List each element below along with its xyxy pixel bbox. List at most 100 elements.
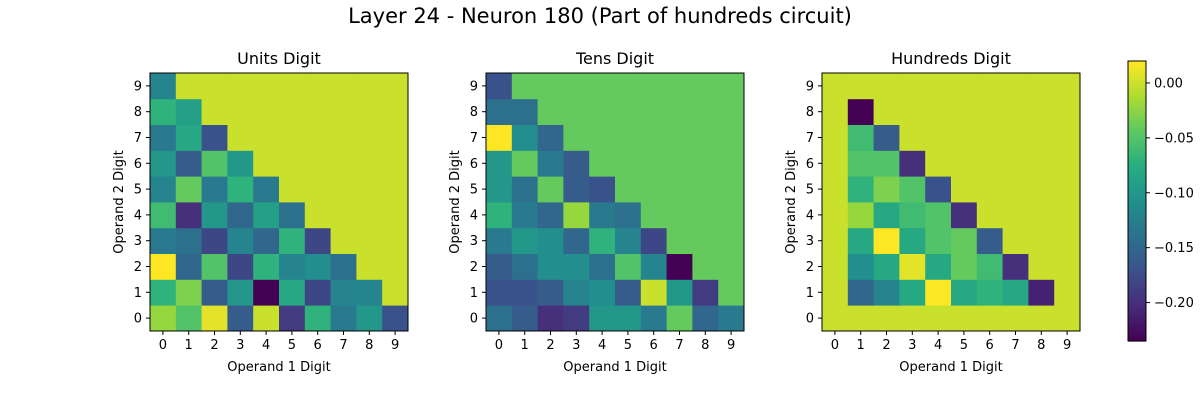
heatmap-cell: [666, 124, 693, 151]
heatmap-cell: [330, 98, 357, 125]
heatmap-cell: [330, 305, 357, 332]
heatmap-cell: [382, 202, 409, 229]
heatmap-cell: [150, 98, 177, 125]
y-tick-label: 3: [470, 234, 478, 249]
colorbar-segment: [1128, 321, 1146, 324]
heatmap-cell: [279, 279, 306, 306]
y-tick-label: 9: [470, 79, 478, 94]
colorbar-segment: [1128, 167, 1146, 170]
colorbar-segment: [1128, 65, 1146, 68]
heatmap-cell: [822, 279, 849, 306]
heatmap-cell: [382, 279, 409, 306]
colorbar-segment: [1128, 127, 1146, 130]
colorbar-segment: [1128, 315, 1146, 318]
heatmap-cell: [356, 202, 383, 229]
colorbar-segment: [1128, 179, 1146, 182]
colorbar-segment: [1128, 335, 1146, 338]
x-tick-label: 0: [159, 338, 167, 353]
colorbar-segment: [1128, 83, 1146, 86]
heatmap-cell: [304, 202, 331, 229]
heatmap-cell: [589, 124, 616, 151]
heatmap-cell: [304, 176, 331, 203]
heatmap-cell: [718, 176, 745, 203]
heatmap-cell: [279, 227, 306, 254]
colorbar-segment: [1128, 87, 1146, 90]
colorbar-segment: [1128, 153, 1146, 156]
y-tick-label: 7: [470, 131, 478, 146]
colorbar-segment: [1128, 99, 1146, 102]
heatmap-cell: [976, 202, 1003, 229]
heatmap-cell: [486, 176, 513, 203]
heatmap-cell: [486, 305, 513, 332]
colorbar-segment: [1128, 161, 1146, 164]
colorbar-segment: [1128, 203, 1146, 206]
heatmap-cell: [279, 305, 306, 332]
colorbar-segment: [1128, 251, 1146, 254]
heatmap-cell: [511, 98, 538, 125]
colorbar-segment: [1128, 193, 1146, 196]
colorbar-segment: [1128, 339, 1146, 342]
colorbar-segment: [1128, 93, 1146, 96]
colorbar-segment: [1128, 285, 1146, 288]
heatmap-cell: [666, 253, 693, 280]
heatmap-cell: [1028, 176, 1055, 203]
colorbar-segment: [1128, 289, 1146, 292]
heatmap-cell: [563, 124, 590, 151]
heatmap-cell: [382, 150, 409, 177]
heatmap-cell: [227, 227, 254, 254]
heatmap-cell: [589, 98, 616, 125]
colorbar-segment: [1128, 249, 1146, 252]
colorbar-segment: [1128, 125, 1146, 128]
heatmap-cell: [976, 176, 1003, 203]
colorbar-segment: [1128, 175, 1146, 178]
heatmap-cell: [1028, 73, 1055, 100]
y-tick-label: 8: [470, 105, 478, 120]
colorbar-segment: [1128, 307, 1146, 310]
colorbar-segment: [1128, 319, 1146, 322]
heatmap-cell: [201, 150, 228, 177]
axes-frame: [149, 72, 409, 332]
colorbar-segment: [1128, 329, 1146, 332]
heatmap-cell: [615, 73, 642, 100]
x-tick-label: 7: [1011, 338, 1019, 353]
heatmap-cell: [925, 124, 952, 151]
heatmap-cell: [1002, 253, 1029, 280]
heatmap-cell: [175, 150, 202, 177]
colorbar-segment: [1128, 327, 1146, 330]
heatmap-cell: [666, 279, 693, 306]
heatmap-cell: [822, 73, 849, 100]
heatmap-cell: [486, 98, 513, 125]
heatmap-cell: [976, 150, 1003, 177]
heatmap-cell: [511, 124, 538, 151]
colorbar-segment: [1128, 287, 1146, 290]
colorbar-segment: [1128, 111, 1146, 114]
heatmap-cell: [1028, 227, 1055, 254]
x-tick-label: 8: [701, 338, 709, 353]
colorbar-segment: [1128, 325, 1146, 328]
colorbar-segment: [1128, 291, 1146, 294]
heatmap-cell: [873, 124, 900, 151]
heatmap-cell: [589, 253, 616, 280]
heatmap-cell: [175, 124, 202, 151]
colorbar-segment: [1128, 337, 1146, 340]
figure-title: Layer 24 - Neuron 180 (Part of hundreds …: [348, 4, 852, 28]
colorbar-segment: [1128, 219, 1146, 222]
heatmap-cell: [925, 202, 952, 229]
heatmap-cell: [563, 227, 590, 254]
heatmap-cell: [150, 124, 177, 151]
heatmap-cell: [666, 305, 693, 332]
y-tick-label: 1: [134, 286, 142, 301]
heatmap-cell: [227, 124, 254, 151]
heatmap-cell: [1028, 279, 1055, 306]
x-tick-label: 8: [365, 338, 373, 353]
heatmap-cell: [640, 202, 667, 229]
heatmap-cell: [873, 227, 900, 254]
colorbar-segment: [1128, 141, 1146, 144]
colorbar-segment: [1128, 229, 1146, 232]
heatmap-cell: [201, 279, 228, 306]
heatmap-cell: [201, 202, 228, 229]
colorbar-segment: [1128, 171, 1146, 174]
colorbar-segment: [1128, 185, 1146, 188]
heatmap-cell: [563, 73, 590, 100]
heatmap-cell: [718, 305, 745, 332]
